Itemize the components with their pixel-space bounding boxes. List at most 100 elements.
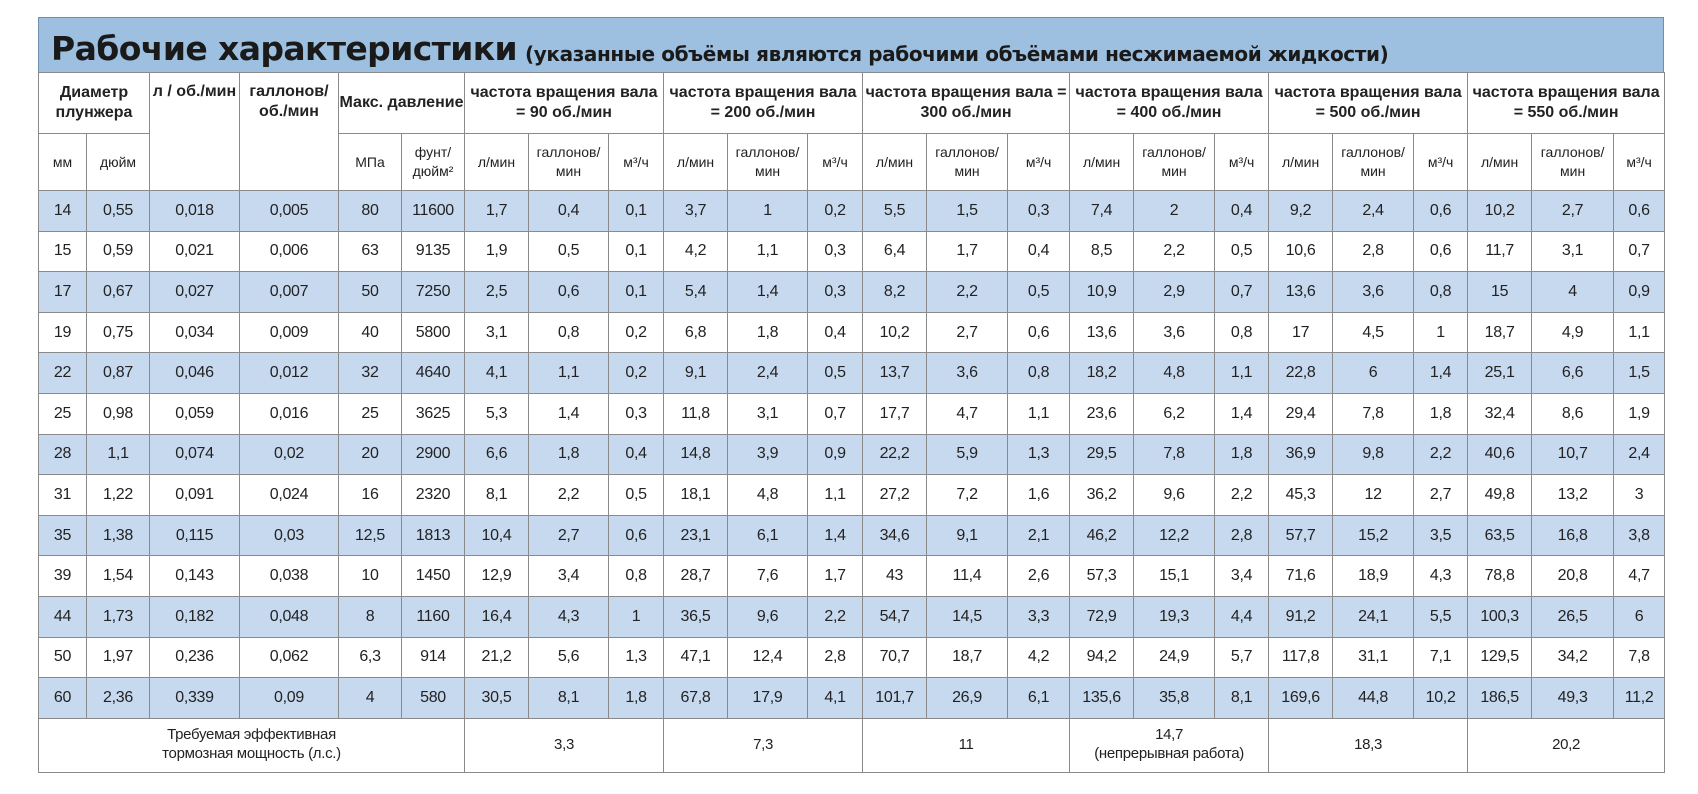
subheader-galmin: галлонов/ мин	[1332, 133, 1415, 191]
table-cell: 1,7	[464, 190, 529, 232]
table-cell: 3,3	[1007, 595, 1071, 638]
table-cell: 117,8	[1268, 636, 1334, 679]
table-cell: 0,3	[1007, 190, 1071, 232]
table-cell: 9,6	[727, 595, 809, 638]
table-cell: 13,6	[1268, 271, 1334, 313]
table-cell: 5,7	[1214, 636, 1270, 679]
table-cell: 8	[338, 595, 402, 638]
table-cell: 0,87	[86, 352, 150, 394]
table-cell: 1,73	[86, 595, 150, 638]
table-cell: 0,8	[528, 311, 609, 354]
footer-power-value: 11	[958, 735, 974, 753]
table-cell: 3,4	[1214, 555, 1270, 597]
performance-table-container: Рабочие характеристики (указанные объёмы…	[38, 17, 1666, 773]
table-cell: 8,1	[464, 474, 529, 516]
subheader-m3h: м³/ч	[1413, 133, 1469, 191]
table-cell: 1,4	[1413, 352, 1469, 394]
table-cell: 0,02	[239, 433, 339, 476]
table-cell: 22,8	[1268, 352, 1334, 394]
table-cell: 9135	[401, 230, 465, 273]
table-cell: 0,6	[528, 271, 609, 313]
table-cell: 22	[38, 352, 87, 394]
table-row: 15 0,59 0,021 0,006 63 9135 1,9 0,5 0,1 4,2 1,1 0,3…	[38, 230, 1666, 273]
table-cell: 2320	[401, 474, 465, 516]
table-row: 22 0,87 0,046 0,012 32 4640 4,1 1,1 0,2 9,1 2,4 0,5…	[38, 352, 1666, 394]
table-cell: 26,9	[926, 677, 1009, 719]
table-cell: 17	[38, 271, 87, 313]
table-cell: 14,8	[663, 433, 729, 476]
table-cell: 45,3	[1268, 474, 1334, 516]
footer-power-90: 3,3	[463, 717, 665, 773]
table-cell: 1,1	[86, 433, 150, 476]
table-cell: 6,8	[663, 311, 729, 354]
table-cell: 0,6	[1007, 311, 1071, 354]
table-cell: 4640	[401, 352, 465, 394]
table-cell: 5,9	[926, 433, 1009, 476]
table-cell: 0,339	[149, 677, 240, 719]
footer-row: Требуемая эффективная тормозная мощность…	[38, 717, 1666, 773]
subheader-m3h: м³/ч	[1214, 133, 1270, 191]
table-cell: 1,1	[807, 474, 864, 516]
table-cell: 63,5	[1467, 514, 1533, 557]
table-cell: 2,6	[1007, 555, 1071, 597]
table-cell: 32,4	[1467, 392, 1533, 435]
table-cell: 0,4	[1007, 230, 1071, 273]
table-cell: 4	[338, 677, 402, 719]
table-cell: 0,005	[239, 190, 339, 232]
table-cell: 1	[607, 595, 665, 638]
table-cell: 8,1	[528, 677, 609, 719]
table-cell: 0,4	[607, 433, 665, 476]
table-cell: 0,5	[607, 474, 665, 516]
table-cell: 1,8	[528, 433, 609, 476]
table-cell: 0,4	[1214, 190, 1270, 232]
table-cell: 0,016	[239, 392, 339, 435]
table-cell: 0,062	[239, 636, 339, 679]
group-header-500: частота вращения вала = 500 об./мин	[1268, 72, 1469, 134]
table-cell: 1,1	[727, 230, 809, 273]
table-cell: 5800	[401, 311, 465, 354]
subheader-lmin: л/мин	[1069, 133, 1135, 191]
table-cell: 0,98	[86, 392, 150, 435]
table-cell: 10,2	[1467, 190, 1533, 232]
table-cell: 10	[338, 555, 402, 597]
footer-power-value: 14,7	[1155, 726, 1184, 744]
table-cell: 2,7	[926, 311, 1009, 354]
table-cell: 10,2	[862, 311, 928, 354]
table-cell: 14	[38, 190, 87, 232]
table-cell: 0,024	[239, 474, 339, 516]
table-cell: 0,7	[1613, 230, 1666, 273]
table-cell: 1,7	[926, 230, 1009, 273]
table-cell: 1,4	[528, 392, 609, 435]
table-cell: 36,5	[663, 595, 729, 638]
table-cell: 2,5	[464, 271, 529, 313]
table-cell: 1,3	[1007, 433, 1071, 476]
table-cell: 18,7	[926, 636, 1009, 679]
table-cell: 580	[401, 677, 465, 719]
table-cell: 1	[1413, 311, 1469, 354]
table-cell: 2,7	[1531, 190, 1615, 232]
table-cell: 4	[1531, 271, 1615, 313]
table-cell: 7250	[401, 271, 465, 313]
table-cell: 4,8	[1133, 352, 1216, 394]
footer-power-value: 3,3	[554, 735, 574, 753]
table-cell: 2,2	[1133, 230, 1216, 273]
table-cell: 0,236	[149, 636, 240, 679]
subheader-galmin: галлонов/ мин	[1133, 133, 1216, 191]
table-cell: 11600	[401, 190, 465, 232]
subheader-galmin: галлонов/ мин	[727, 133, 809, 191]
table-cell: 0,038	[239, 555, 339, 597]
table-cell: 16	[338, 474, 402, 516]
table-cell: 9,2	[1268, 190, 1334, 232]
performance-table: Диаметр плунжера л / об./мин галлонов/ о…	[38, 72, 1666, 773]
table-cell: 17,9	[727, 677, 809, 719]
table-cell: 0,074	[149, 433, 240, 476]
table-cell: 46,2	[1069, 514, 1135, 557]
table-cell: 44,8	[1332, 677, 1415, 719]
table-cell: 0,007	[239, 271, 339, 313]
table-cell: 19	[38, 311, 87, 354]
table-cell: 13,6	[1069, 311, 1135, 354]
table-cell: 36,9	[1268, 433, 1334, 476]
table-cell: 7,6	[727, 555, 809, 597]
table-cell: 11,2	[1613, 677, 1666, 719]
table-cell: 25	[338, 392, 402, 435]
